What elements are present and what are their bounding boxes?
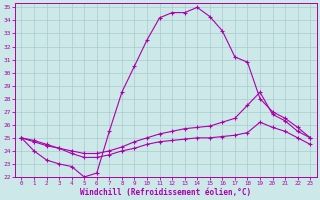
X-axis label: Windchill (Refroidissement éolien,°C): Windchill (Refroidissement éolien,°C): [80, 188, 252, 197]
